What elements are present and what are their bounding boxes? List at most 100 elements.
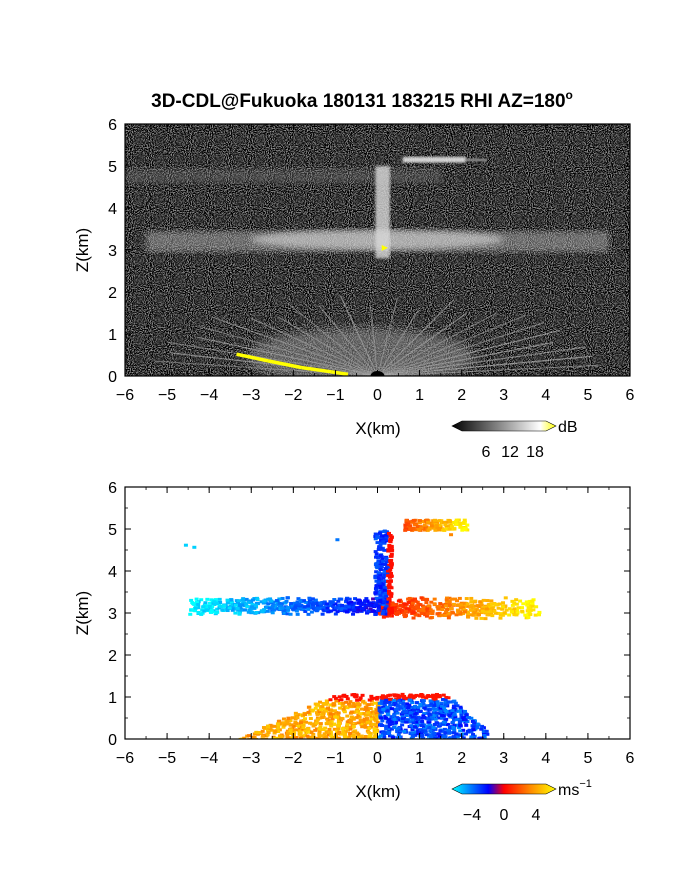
velocity-ytick-label: 1 bbox=[108, 690, 117, 707]
velocity-pixel bbox=[385, 614, 390, 618]
velocity-pixel bbox=[389, 614, 394, 618]
velocity-pixel bbox=[408, 609, 413, 613]
velocity-pixel bbox=[444, 610, 449, 614]
velocity-pixel bbox=[268, 727, 273, 731]
intensity-xtick-label: −2 bbox=[284, 387, 302, 404]
velocity-pixel bbox=[237, 612, 242, 616]
velocity-pixel bbox=[318, 700, 323, 704]
velocity-pixel bbox=[428, 729, 433, 733]
velocity-pixel bbox=[298, 726, 303, 730]
velocity-pixel bbox=[461, 736, 466, 739]
velocity-pixel bbox=[291, 607, 296, 611]
velocity-pixel bbox=[347, 702, 352, 706]
velocity-pixel bbox=[321, 707, 326, 711]
velocity-pixel bbox=[378, 598, 383, 602]
velocity-pixel bbox=[447, 524, 452, 528]
intensity-yellow-streak bbox=[301, 365, 332, 374]
velocity-pixel bbox=[493, 603, 498, 607]
velocity-pixel bbox=[427, 526, 432, 530]
velocity-pixel bbox=[283, 605, 288, 609]
velocity-pixel bbox=[427, 718, 432, 722]
velocity-pixel bbox=[193, 606, 198, 610]
velocity-pixel bbox=[463, 715, 468, 719]
velocity-pixel bbox=[358, 712, 363, 716]
velocity-pixel bbox=[236, 608, 241, 612]
velocity-pixel bbox=[429, 702, 434, 706]
velocity-pixel bbox=[475, 611, 480, 615]
velocity-pixel bbox=[369, 725, 374, 729]
velocity-pixel bbox=[429, 735, 434, 739]
velocity-pixel bbox=[412, 597, 417, 601]
velocity-pixel bbox=[377, 583, 382, 587]
velocity-pixel bbox=[373, 532, 378, 536]
velocity-pixel bbox=[356, 705, 361, 709]
velocity-pixel bbox=[306, 710, 311, 714]
velocity-pixel bbox=[396, 610, 401, 614]
velocity-pixel bbox=[373, 576, 378, 580]
velocity-pixel bbox=[422, 523, 427, 527]
velocity-pixel bbox=[377, 590, 382, 594]
intensity-panel: −6 −5 −4 −3 −2 −1 0 1 2 3 4 5 6 0 1 2 3 4 5 6 X(km) Z(km) bbox=[73, 117, 635, 438]
velocity-pixel bbox=[379, 538, 384, 542]
velocity-pixel bbox=[446, 711, 451, 715]
chart-title-text: 3D-CDL@Fukuoka 180131 183215 RHI AZ=180 bbox=[151, 91, 565, 112]
velocity-pixel bbox=[384, 698, 389, 702]
intensity-yellow-streak bbox=[330, 370, 349, 376]
velocity-pixel bbox=[378, 710, 383, 714]
velocity-pixel bbox=[403, 614, 408, 618]
velocity-pixel bbox=[406, 597, 411, 601]
velocity-pixel bbox=[250, 598, 255, 602]
velocity-pixel bbox=[388, 693, 393, 697]
velocity-pixel bbox=[434, 711, 439, 715]
velocity-pixel bbox=[354, 606, 359, 610]
velocity-pixel bbox=[382, 537, 387, 541]
velocity-pixel bbox=[212, 600, 217, 604]
velocity-pixel bbox=[378, 540, 383, 544]
velocity-pixel bbox=[325, 606, 330, 610]
intensity-ylabel: Z(km) bbox=[73, 228, 92, 272]
velocity-pixel bbox=[446, 696, 451, 700]
velocity-pixel bbox=[466, 615, 471, 619]
velocity-pixel bbox=[482, 607, 487, 611]
velocity-pixel bbox=[389, 720, 394, 724]
velocity-pixel bbox=[432, 709, 437, 713]
velocity-pixel bbox=[410, 700, 415, 704]
velocity-pixel bbox=[356, 713, 361, 717]
velocity-pixel bbox=[353, 608, 358, 612]
velocity-pixel bbox=[388, 571, 393, 575]
velocity-pixel bbox=[358, 698, 363, 702]
velocity-pixel bbox=[280, 596, 285, 600]
velocity-pixel bbox=[410, 734, 415, 738]
velocity-pixel bbox=[408, 711, 413, 715]
velocity-pixel bbox=[408, 720, 413, 724]
velocity-pixel bbox=[309, 735, 314, 739]
velocity-pixel bbox=[321, 728, 326, 732]
velocity-pixel bbox=[424, 614, 429, 618]
velocity-pixel bbox=[229, 604, 234, 608]
velocity-pixel bbox=[425, 612, 430, 616]
velocity-pixel bbox=[420, 733, 425, 737]
velocity-pixel bbox=[357, 715, 362, 719]
velocity-pixel bbox=[363, 725, 368, 729]
velocity-pixel bbox=[373, 537, 378, 541]
velocity-pixel bbox=[408, 698, 413, 702]
velocity-pixel bbox=[461, 521, 466, 525]
velocity-pixel bbox=[289, 602, 294, 606]
velocity-pixel bbox=[267, 606, 272, 610]
velocity-pixel bbox=[389, 554, 394, 558]
velocity-pixel bbox=[402, 729, 407, 733]
velocity-pixel bbox=[233, 611, 238, 615]
velocity-pixel bbox=[431, 706, 436, 710]
velocity-pixel bbox=[368, 722, 373, 726]
velocity-pixel bbox=[330, 717, 335, 721]
velocity-pixel bbox=[455, 599, 460, 603]
velocity-pixel bbox=[337, 695, 342, 699]
intensity-xtick-label: −4 bbox=[200, 387, 218, 404]
velocity-pixel bbox=[528, 606, 533, 610]
velocity-pixel bbox=[387, 599, 392, 603]
velocity-pixel bbox=[274, 599, 279, 603]
velocity-pixel bbox=[303, 717, 308, 721]
velocity-pixel bbox=[250, 610, 255, 614]
velocity-pixel bbox=[431, 725, 436, 729]
velocity-pixel bbox=[303, 713, 308, 717]
